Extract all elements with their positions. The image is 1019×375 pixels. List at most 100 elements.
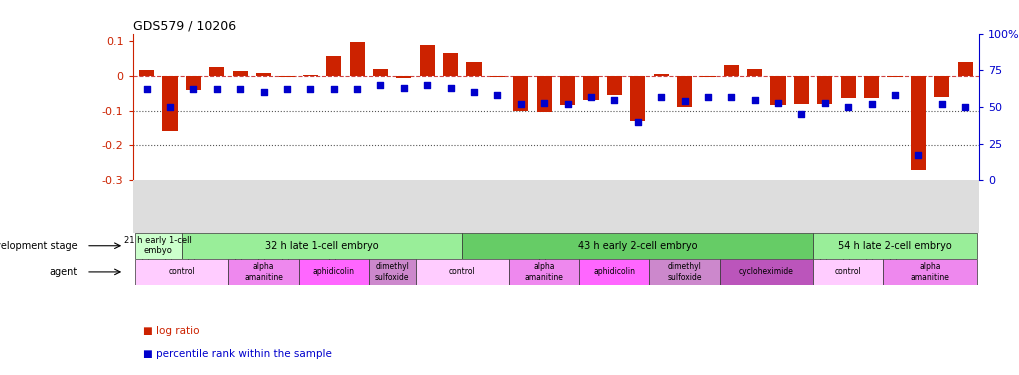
- Point: [863, 101, 879, 107]
- Point: [442, 85, 459, 91]
- Point: [722, 94, 739, 100]
- Bar: [559, 76, 575, 105]
- Point: [372, 82, 388, 88]
- Point: [956, 104, 972, 110]
- Bar: [279, 76, 294, 77]
- Text: GDS579 / 10206: GDS579 / 10206: [132, 20, 235, 33]
- Point: [302, 87, 318, 93]
- Text: ■ percentile rank within the sample: ■ percentile rank within the sample: [143, 349, 331, 359]
- Bar: [793, 76, 808, 104]
- Bar: [536, 76, 551, 112]
- Bar: [910, 76, 925, 170]
- Bar: [489, 76, 504, 77]
- Text: dimethyl
sulfoxide: dimethyl sulfoxide: [666, 262, 701, 282]
- Bar: [723, 65, 738, 76]
- Point: [466, 89, 482, 95]
- Bar: [466, 62, 481, 76]
- Bar: [162, 76, 177, 132]
- Point: [231, 87, 248, 93]
- Text: cycloheximide: cycloheximide: [738, 267, 793, 276]
- Bar: [812, 232, 976, 259]
- Bar: [933, 76, 949, 97]
- Point: [769, 100, 786, 106]
- Point: [793, 111, 809, 117]
- Bar: [139, 70, 154, 76]
- Text: control: control: [168, 267, 195, 276]
- Point: [932, 101, 949, 107]
- Point: [652, 94, 668, 100]
- Point: [629, 118, 645, 124]
- Bar: [299, 259, 369, 285]
- Bar: [135, 259, 228, 285]
- Bar: [630, 76, 645, 121]
- Text: alpha
amanitine: alpha amanitine: [910, 262, 949, 282]
- Point: [886, 92, 902, 98]
- Bar: [746, 69, 761, 76]
- Point: [255, 89, 271, 95]
- Bar: [863, 76, 878, 98]
- Point: [278, 87, 294, 93]
- Point: [489, 92, 505, 98]
- Bar: [185, 76, 201, 90]
- Bar: [181, 232, 462, 259]
- Bar: [442, 53, 458, 76]
- Bar: [583, 76, 598, 100]
- Bar: [606, 76, 622, 95]
- Point: [699, 94, 715, 100]
- Bar: [513, 76, 528, 111]
- Bar: [228, 259, 299, 285]
- Bar: [653, 74, 668, 76]
- Text: control: control: [448, 267, 475, 276]
- Bar: [816, 76, 832, 104]
- Text: 32 h late 1-cell embryo: 32 h late 1-cell embryo: [265, 241, 378, 251]
- Bar: [508, 259, 579, 285]
- Bar: [396, 76, 411, 78]
- Bar: [649, 259, 718, 285]
- Bar: [882, 259, 976, 285]
- Point: [209, 87, 225, 93]
- Text: control: control: [834, 267, 861, 276]
- Text: alpha
amanitine: alpha amanitine: [244, 262, 282, 282]
- Point: [325, 87, 341, 93]
- Bar: [135, 232, 181, 259]
- Text: aphidicolin: aphidicolin: [313, 267, 355, 276]
- Bar: [232, 71, 248, 76]
- Point: [162, 104, 178, 110]
- Text: 54 h late 2-cell embryo: 54 h late 2-cell embryo: [838, 241, 951, 251]
- Text: agent: agent: [49, 267, 77, 277]
- Bar: [415, 259, 508, 285]
- Point: [536, 100, 552, 106]
- Point: [746, 97, 762, 103]
- Text: aphidicolin: aphidicolin: [593, 267, 635, 276]
- Bar: [718, 259, 812, 285]
- Bar: [957, 62, 972, 76]
- Bar: [373, 69, 387, 76]
- Bar: [462, 232, 812, 259]
- Point: [419, 82, 435, 88]
- Point: [909, 152, 925, 158]
- Bar: [350, 42, 365, 76]
- Bar: [579, 259, 649, 285]
- Point: [605, 97, 622, 103]
- Point: [139, 87, 155, 93]
- Point: [348, 87, 365, 93]
- Point: [513, 101, 529, 107]
- Point: [558, 101, 575, 107]
- Text: alpha
amanitine: alpha amanitine: [524, 262, 564, 282]
- Bar: [256, 73, 271, 76]
- Point: [816, 100, 833, 106]
- Point: [395, 85, 412, 91]
- Bar: [369, 259, 415, 285]
- Point: [840, 104, 856, 110]
- Text: 43 h early 2-cell embryo: 43 h early 2-cell embryo: [578, 241, 697, 251]
- Bar: [840, 76, 855, 98]
- Bar: [209, 67, 224, 76]
- Bar: [812, 259, 882, 285]
- Text: dimethyl
sulfoxide: dimethyl sulfoxide: [375, 262, 409, 282]
- Point: [582, 94, 598, 100]
- Text: 21 h early 1-cell
embyo: 21 h early 1-cell embyo: [124, 236, 192, 255]
- Point: [185, 87, 202, 93]
- Point: [676, 98, 692, 104]
- Text: ■ log ratio: ■ log ratio: [143, 326, 199, 336]
- Bar: [326, 56, 341, 76]
